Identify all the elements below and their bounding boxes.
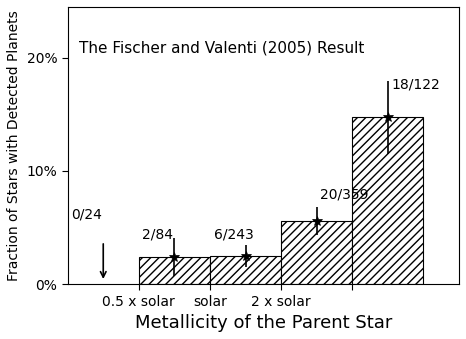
- Text: 6/243: 6/243: [213, 227, 254, 241]
- Text: 18/122: 18/122: [391, 78, 440, 92]
- Bar: [210, 256, 281, 284]
- Text: The Fischer and Valenti (2005) Result: The Fischer and Valenti (2005) Result: [79, 40, 365, 55]
- Text: 2/84: 2/84: [143, 227, 173, 241]
- Bar: [281, 221, 352, 284]
- X-axis label: Metallicity of the Parent Star: Metallicity of the Parent Star: [135, 314, 392, 332]
- Y-axis label: Fraction of Stars with Detected Planets: Fraction of Stars with Detected Planets: [7, 10, 21, 281]
- Text: 0/24: 0/24: [71, 208, 102, 222]
- Bar: [352, 117, 424, 284]
- Text: 20/359: 20/359: [320, 187, 369, 201]
- Bar: [139, 257, 210, 284]
